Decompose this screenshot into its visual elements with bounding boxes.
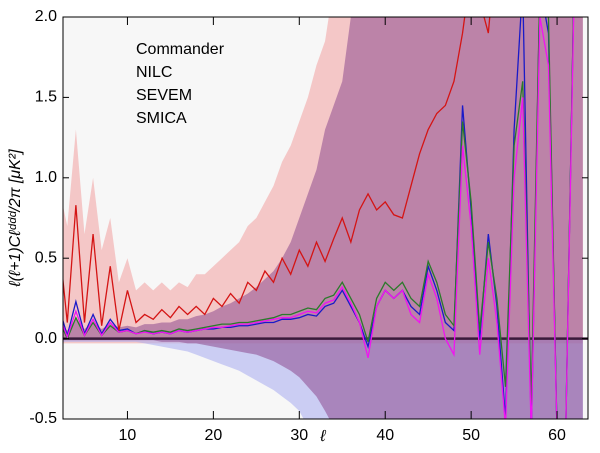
y-tick-label: 2.0 <box>35 8 57 25</box>
x-axis-label: ℓ <box>319 428 326 445</box>
x-tick-label: 20 <box>204 427 222 444</box>
x-tick-label: 50 <box>462 427 480 444</box>
band <box>63 17 583 419</box>
legend-entry: SMICA <box>136 110 187 127</box>
y-tick-label: 1.5 <box>35 89 57 106</box>
plot-layer <box>63 17 588 419</box>
x-tick-label: 60 <box>548 427 566 444</box>
x-tick-label: 10 <box>119 427 137 444</box>
axes-layer <box>62 16 589 420</box>
x-tick-label: 30 <box>290 427 308 444</box>
y-axis-label: ℓ(ℓ+1)Cℓᵈᵈᵈ/2π [μK²] <box>7 149 24 288</box>
y-tick-label: 0.0 <box>35 330 57 347</box>
legend-entry: Commander <box>136 41 225 58</box>
series-line <box>63 17 575 419</box>
series-line <box>63 17 491 331</box>
plot-frame <box>62 16 589 420</box>
y-tick-label: 1.0 <box>35 169 57 186</box>
y-tick-label: -0.5 <box>29 410 57 427</box>
x-tick-label: 40 <box>376 427 394 444</box>
series-line <box>63 17 575 419</box>
legend-entry: SEVEM <box>136 87 192 104</box>
y-tick-label: 0.5 <box>35 249 57 266</box>
legend-entry: NILC <box>136 64 172 81</box>
